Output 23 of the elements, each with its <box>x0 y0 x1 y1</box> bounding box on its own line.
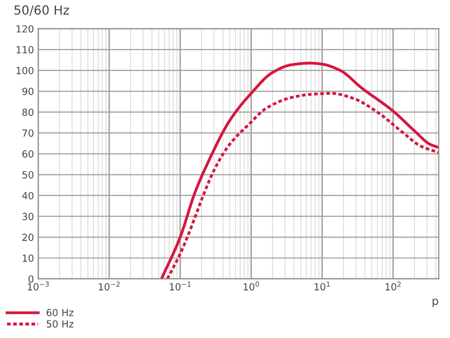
y-tick-label: 0 <box>28 275 34 283</box>
chart-title: 50/60 Hz <box>14 5 69 16</box>
y-tick-label: 60 <box>22 150 34 158</box>
x-tick-label: 10$^{2}$ <box>386 282 401 290</box>
y-tick-label: 20 <box>22 234 34 241</box>
y-tick-label: 40 <box>22 192 34 200</box>
y-tick-label: 120 <box>16 25 34 33</box>
x-tick-label: 10$^{−2}$ <box>98 282 120 290</box>
legend-label: 50 Hz <box>46 320 74 328</box>
x-tick-label: 10$^{0}$ <box>244 282 259 290</box>
y-tick-label: 30 <box>22 212 34 220</box>
y-tick-label: 100 <box>16 66 34 74</box>
y-tick-label: 110 <box>16 46 34 54</box>
y-tick-label: 50 <box>22 171 34 178</box>
x-tick-label: 10$^{−3}$ <box>28 282 49 290</box>
y-tick-label: 90 <box>22 88 34 96</box>
x-axis-title: p <box>432 298 438 308</box>
y-tick-label: 80 <box>22 108 34 116</box>
x-tick-label: 10$^{−1}$ <box>170 282 191 290</box>
y-tick-label: 70 <box>22 129 34 137</box>
x-tick-label: 10$^{1}$ <box>314 282 330 290</box>
legend-label: 60 Hz <box>46 308 74 316</box>
y-tick-label: 10 <box>22 254 34 262</box>
